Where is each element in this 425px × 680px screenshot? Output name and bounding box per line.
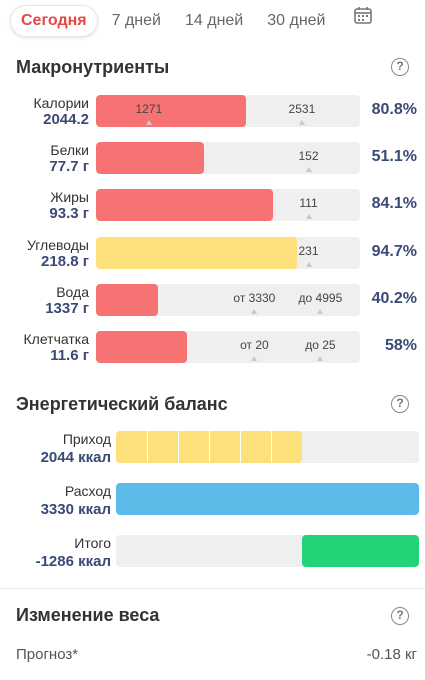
target-mark-label: от 20: [240, 338, 269, 352]
energy-row: Итого -1286 ккал: [0, 535, 425, 571]
macro-progress-bar: от 3330 до 4995: [96, 284, 360, 316]
tab-today[interactable]: Сегодня: [10, 5, 98, 37]
energy-help-icon[interactable]: ?: [391, 395, 409, 413]
macro-progress-bar: 111: [96, 189, 360, 221]
macro-row: Вода 1337 г от 3330 до 4995 40.2%: [0, 284, 425, 320]
target-mark-label: 2531: [288, 102, 316, 116]
macro-progress-bar: 231: [96, 237, 360, 269]
macro-percent: 80.8%: [371, 101, 417, 118]
target-tick: [251, 309, 258, 314]
forecast-label: Прогноз*: [16, 646, 79, 663]
macro-progress-bar: от 20 до 25: [96, 331, 360, 363]
macro-label: Углеводы: [26, 237, 89, 253]
target-tick: [251, 356, 258, 361]
macro-value: 77.7 г: [49, 158, 89, 175]
energy-row: Расход 3330 ккал: [0, 483, 425, 519]
divider: [0, 588, 425, 589]
macro-value: 93.3 г: [49, 205, 89, 222]
macro-label: Калории: [33, 95, 89, 111]
macro-progress-bar: 1271 2531: [96, 95, 360, 127]
meal-segment-divider: [271, 431, 273, 463]
macro-progress-fill: [96, 237, 297, 269]
meal-segment-divider: [240, 431, 242, 463]
macro-label: Белки: [50, 142, 89, 158]
target-tick: [145, 120, 152, 125]
target-tick: [305, 214, 312, 219]
energy-label: Расход: [64, 483, 111, 499]
macro-value: 1337 г: [45, 300, 89, 317]
macro-row: Калории 2044.2 1271 2531 80.8%: [0, 95, 425, 131]
macro-row: Углеводы 218.8 г 231 94.7%: [0, 237, 425, 273]
tab-30-days[interactable]: 30 дней: [267, 12, 326, 29]
energy-bar: [116, 431, 419, 463]
target-mark-label: до 4995: [298, 291, 343, 305]
target-mark-label: 231: [298, 244, 319, 258]
energy-row: Приход 2044 ккал: [0, 431, 425, 467]
tab-7-days[interactable]: 7 дней: [111, 12, 161, 29]
energy-value: -1286 ккал: [35, 553, 111, 570]
energy-bar-fill: [302, 535, 419, 567]
macro-row: Клетчатка 11.6 г от 20 до 25 58%: [0, 331, 425, 367]
macro-label: Жиры: [50, 189, 89, 205]
weight-help-icon[interactable]: ?: [391, 607, 409, 625]
target-tick: [317, 356, 324, 361]
energy-label: Итого: [74, 535, 111, 551]
tab-14-days[interactable]: 14 дней: [184, 12, 244, 29]
energy-title: Энергетический баланс: [16, 394, 228, 414]
target-mark-label: 1271: [135, 102, 163, 116]
target-tick: [305, 167, 312, 172]
energy-bar: [116, 483, 419, 515]
macro-progress-bar: 152: [96, 142, 360, 174]
macro-row: Белки 77.7 г 152 51.1%: [0, 142, 425, 178]
energy-label: Приход: [62, 431, 111, 447]
energy-bar-fill: [116, 483, 419, 515]
target-mark-label: 152: [298, 149, 319, 163]
energy-value: 2044 ккал: [40, 449, 111, 466]
macro-percent: 51.1%: [371, 148, 417, 165]
target-tick: [317, 309, 324, 314]
forecast-value: -0.18 кг: [366, 646, 417, 663]
macro-value: 2044.2: [43, 111, 89, 128]
meal-segment-divider: [178, 431, 180, 463]
macro-percent: 58%: [384, 337, 417, 354]
macro-percent: 94.7%: [371, 243, 417, 260]
meal-segment-divider: [147, 431, 149, 463]
macro-label: Вода: [56, 284, 89, 300]
macro-progress-fill: [96, 284, 159, 316]
target-tick: [305, 262, 312, 267]
macro-percent: 84.1%: [371, 195, 417, 212]
macros-title: Макронутриенты: [16, 57, 170, 77]
macro-label: Клетчатка: [23, 331, 89, 347]
macro-progress-fill: [96, 142, 205, 174]
target-mark-label: до 25: [305, 338, 336, 352]
meal-segment-divider: [209, 431, 211, 463]
target-mark-label: 111: [299, 196, 318, 210]
macro-value: 218.8 г: [41, 253, 89, 270]
weight-title: Изменение веса: [16, 605, 160, 625]
macro-progress-fill: [96, 331, 188, 363]
energy-bar: [116, 535, 419, 567]
macro-value: 11.6 г: [50, 347, 89, 364]
period-tabs: Сегодня 7 дней 14 дней 30 дней: [10, 5, 415, 37]
macro-row: Жиры 93.3 г 111 84.1%: [0, 189, 425, 225]
target-mark-label: от 3330: [233, 291, 276, 305]
energy-value: 3330 ккал: [40, 501, 111, 518]
macro-progress-fill: [96, 95, 246, 127]
macro-percent: 40.2%: [371, 290, 417, 307]
target-tick: [298, 120, 305, 125]
calendar-icon[interactable]: [353, 5, 373, 25]
macros-help-icon[interactable]: ?: [391, 58, 409, 76]
macro-progress-fill: [96, 189, 273, 221]
